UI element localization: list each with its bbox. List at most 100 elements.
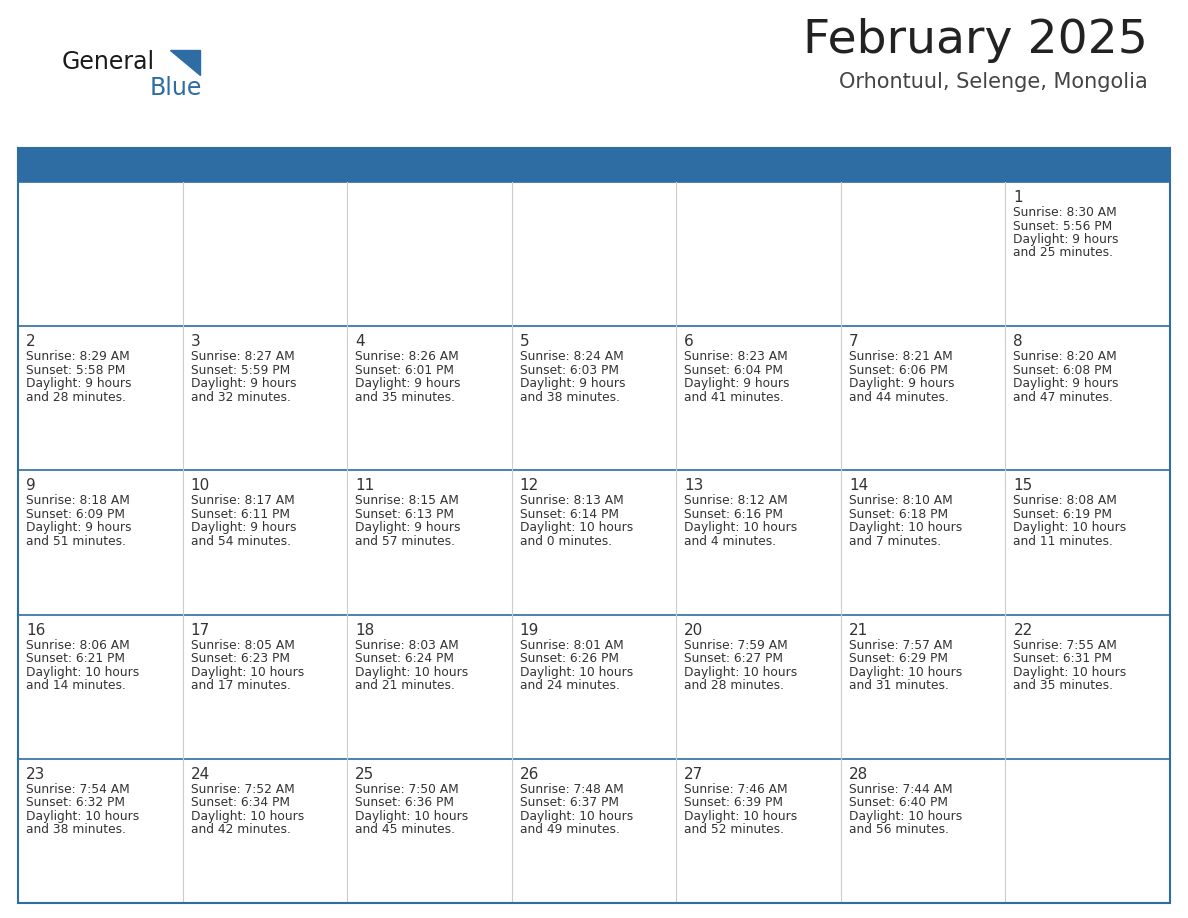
Text: Daylight: 10 hours: Daylight: 10 hours bbox=[190, 666, 304, 678]
Text: 22: 22 bbox=[1013, 622, 1032, 638]
Text: Sunday: Sunday bbox=[29, 158, 86, 173]
Bar bbox=[183, 614, 347, 759]
Text: Daylight: 10 hours: Daylight: 10 hours bbox=[519, 810, 633, 823]
Text: Sunrise: 7:54 AM: Sunrise: 7:54 AM bbox=[26, 783, 129, 796]
Text: Sunrise: 8:13 AM: Sunrise: 8:13 AM bbox=[519, 495, 624, 508]
Text: Sunset: 6:01 PM: Sunset: 6:01 PM bbox=[355, 364, 454, 376]
Text: Sunset: 6:37 PM: Sunset: 6:37 PM bbox=[519, 796, 619, 810]
Text: Sunrise: 8:03 AM: Sunrise: 8:03 AM bbox=[355, 639, 459, 652]
Text: Sunset: 6:18 PM: Sunset: 6:18 PM bbox=[849, 508, 948, 521]
Text: Sunrise: 8:06 AM: Sunrise: 8:06 AM bbox=[26, 639, 129, 652]
Text: 18: 18 bbox=[355, 622, 374, 638]
Text: and 17 minutes.: and 17 minutes. bbox=[190, 679, 290, 692]
Text: Sunrise: 8:21 AM: Sunrise: 8:21 AM bbox=[849, 350, 953, 364]
Bar bbox=[347, 470, 512, 614]
Text: and 24 minutes.: and 24 minutes. bbox=[519, 679, 620, 692]
Text: Sunset: 6:24 PM: Sunset: 6:24 PM bbox=[355, 652, 454, 666]
Text: and 51 minutes.: and 51 minutes. bbox=[26, 535, 126, 548]
Text: Sunrise: 8:18 AM: Sunrise: 8:18 AM bbox=[26, 495, 129, 508]
Text: 13: 13 bbox=[684, 478, 703, 493]
Text: Daylight: 9 hours: Daylight: 9 hours bbox=[355, 521, 461, 534]
Text: Sunset: 6:27 PM: Sunset: 6:27 PM bbox=[684, 652, 783, 666]
Text: and 42 minutes.: and 42 minutes. bbox=[190, 823, 290, 836]
Text: Sunrise: 8:24 AM: Sunrise: 8:24 AM bbox=[519, 350, 624, 364]
Bar bbox=[347, 326, 512, 470]
Text: Daylight: 10 hours: Daylight: 10 hours bbox=[1013, 666, 1126, 678]
Text: Daylight: 10 hours: Daylight: 10 hours bbox=[355, 666, 468, 678]
Text: and 0 minutes.: and 0 minutes. bbox=[519, 535, 612, 548]
Text: 8: 8 bbox=[1013, 334, 1023, 349]
Text: Sunset: 6:21 PM: Sunset: 6:21 PM bbox=[26, 652, 125, 666]
Text: Daylight: 10 hours: Daylight: 10 hours bbox=[684, 521, 797, 534]
Text: Daylight: 10 hours: Daylight: 10 hours bbox=[849, 666, 962, 678]
Text: and 32 minutes.: and 32 minutes. bbox=[190, 391, 290, 404]
Text: 5: 5 bbox=[519, 334, 530, 349]
Text: 6: 6 bbox=[684, 334, 694, 349]
Text: Sunset: 6:36 PM: Sunset: 6:36 PM bbox=[355, 796, 454, 810]
Bar bbox=[676, 470, 841, 614]
Text: Sunset: 6:11 PM: Sunset: 6:11 PM bbox=[190, 508, 290, 521]
Text: Orhontuul, Selenge, Mongolia: Orhontuul, Selenge, Mongolia bbox=[839, 72, 1148, 92]
Bar bbox=[18, 182, 183, 326]
Text: Sunrise: 8:12 AM: Sunrise: 8:12 AM bbox=[684, 495, 788, 508]
Bar bbox=[347, 182, 512, 326]
Text: Sunrise: 7:55 AM: Sunrise: 7:55 AM bbox=[1013, 639, 1117, 652]
Text: Sunset: 6:04 PM: Sunset: 6:04 PM bbox=[684, 364, 783, 376]
Bar bbox=[676, 614, 841, 759]
Text: and 4 minutes.: and 4 minutes. bbox=[684, 535, 777, 548]
Text: Sunset: 5:58 PM: Sunset: 5:58 PM bbox=[26, 364, 126, 376]
Text: Sunrise: 7:57 AM: Sunrise: 7:57 AM bbox=[849, 639, 953, 652]
Text: 17: 17 bbox=[190, 622, 210, 638]
Text: Daylight: 10 hours: Daylight: 10 hours bbox=[849, 521, 962, 534]
Text: Daylight: 9 hours: Daylight: 9 hours bbox=[519, 377, 625, 390]
Bar bbox=[1005, 614, 1170, 759]
Text: Sunset: 6:26 PM: Sunset: 6:26 PM bbox=[519, 652, 619, 666]
Text: Sunset: 5:56 PM: Sunset: 5:56 PM bbox=[1013, 219, 1113, 232]
Text: Sunrise: 7:52 AM: Sunrise: 7:52 AM bbox=[190, 783, 295, 796]
Text: Sunset: 6:13 PM: Sunset: 6:13 PM bbox=[355, 508, 454, 521]
Text: Daylight: 10 hours: Daylight: 10 hours bbox=[355, 810, 468, 823]
Text: Sunset: 6:08 PM: Sunset: 6:08 PM bbox=[1013, 364, 1112, 376]
Text: Sunrise: 8:23 AM: Sunrise: 8:23 AM bbox=[684, 350, 788, 364]
Text: Sunset: 6:31 PM: Sunset: 6:31 PM bbox=[1013, 652, 1112, 666]
Bar bbox=[1005, 326, 1170, 470]
Bar bbox=[18, 759, 183, 903]
Bar bbox=[841, 326, 1005, 470]
Text: 24: 24 bbox=[190, 767, 210, 782]
Text: 14: 14 bbox=[849, 478, 868, 493]
Text: Sunrise: 7:50 AM: Sunrise: 7:50 AM bbox=[355, 783, 459, 796]
Text: Daylight: 10 hours: Daylight: 10 hours bbox=[26, 666, 139, 678]
Text: and 7 minutes.: and 7 minutes. bbox=[849, 535, 941, 548]
Text: Daylight: 9 hours: Daylight: 9 hours bbox=[355, 377, 461, 390]
Text: Daylight: 10 hours: Daylight: 10 hours bbox=[519, 666, 633, 678]
Text: 1: 1 bbox=[1013, 190, 1023, 205]
Text: and 38 minutes.: and 38 minutes. bbox=[26, 823, 126, 836]
Text: Saturday: Saturday bbox=[1016, 158, 1085, 173]
Bar bbox=[18, 148, 1170, 182]
Text: 9: 9 bbox=[26, 478, 36, 493]
Text: and 25 minutes.: and 25 minutes. bbox=[1013, 247, 1113, 260]
Text: and 35 minutes.: and 35 minutes. bbox=[355, 391, 455, 404]
Text: Daylight: 9 hours: Daylight: 9 hours bbox=[1013, 233, 1119, 246]
Text: and 54 minutes.: and 54 minutes. bbox=[190, 535, 291, 548]
Text: 28: 28 bbox=[849, 767, 868, 782]
Text: Thursday: Thursday bbox=[687, 158, 758, 173]
Text: and 28 minutes.: and 28 minutes. bbox=[26, 391, 126, 404]
Text: 26: 26 bbox=[519, 767, 539, 782]
Text: Friday: Friday bbox=[851, 158, 897, 173]
Text: 12: 12 bbox=[519, 478, 539, 493]
Bar bbox=[18, 614, 183, 759]
Text: Blue: Blue bbox=[150, 76, 202, 100]
Text: 16: 16 bbox=[26, 622, 45, 638]
Text: Daylight: 9 hours: Daylight: 9 hours bbox=[26, 521, 132, 534]
Text: Sunset: 6:16 PM: Sunset: 6:16 PM bbox=[684, 508, 783, 521]
Bar bbox=[841, 614, 1005, 759]
Text: Sunrise: 7:44 AM: Sunrise: 7:44 AM bbox=[849, 783, 953, 796]
Text: and 28 minutes.: and 28 minutes. bbox=[684, 679, 784, 692]
Text: Sunset: 6:03 PM: Sunset: 6:03 PM bbox=[519, 364, 619, 376]
Text: Sunrise: 7:48 AM: Sunrise: 7:48 AM bbox=[519, 783, 624, 796]
Text: Sunrise: 8:17 AM: Sunrise: 8:17 AM bbox=[190, 495, 295, 508]
Text: Monday: Monday bbox=[192, 158, 253, 173]
Text: Sunrise: 8:10 AM: Sunrise: 8:10 AM bbox=[849, 495, 953, 508]
Text: 20: 20 bbox=[684, 622, 703, 638]
